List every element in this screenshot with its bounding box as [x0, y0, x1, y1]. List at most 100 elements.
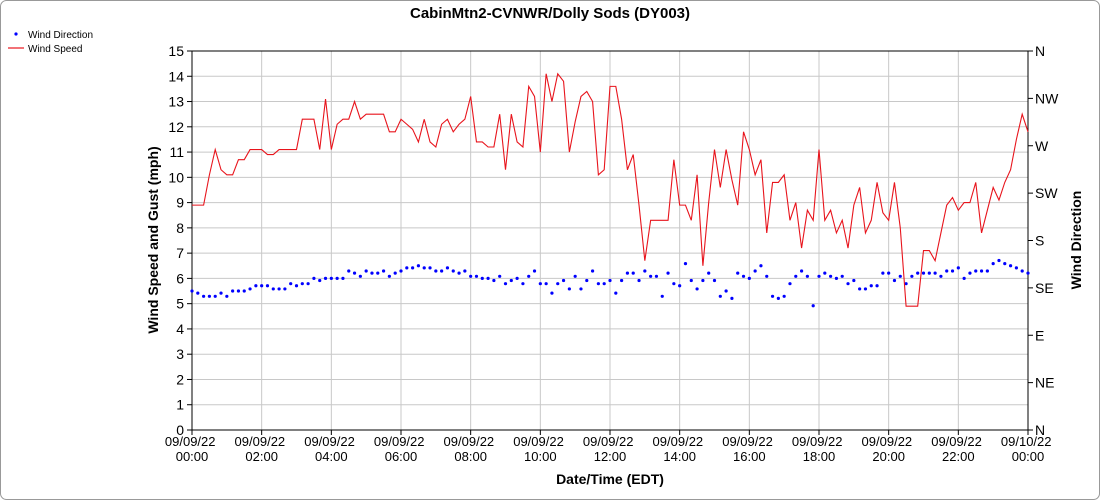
x-tick-label-date: 09/09/22 — [792, 434, 846, 449]
direction-point — [306, 282, 310, 286]
direction-point — [585, 278, 589, 283]
direction-point — [567, 287, 571, 291]
direction-point — [190, 289, 194, 293]
x-tick-label-date: 09/09/22 — [653, 434, 707, 449]
direction-point — [1014, 266, 1018, 270]
direction-point — [596, 282, 600, 286]
direction-point — [300, 282, 304, 286]
direction-point — [434, 269, 438, 273]
x-tick-label: 09/09/22 20:00 — [862, 434, 916, 464]
direction-point — [712, 278, 717, 283]
x-tick-label-date: 09/09/22 — [165, 434, 219, 449]
direction-point — [829, 274, 833, 278]
plot-frame — [191, 50, 1029, 431]
direction-point — [614, 291, 618, 295]
x-tick-label: 09/09/22 04:00 — [304, 434, 358, 464]
direction-point — [289, 282, 293, 286]
y2-tick-label: N — [1035, 422, 1045, 438]
direction-point — [457, 271, 461, 275]
direction-point — [631, 271, 635, 275]
direction-point — [341, 276, 345, 280]
direction-point — [521, 282, 525, 286]
direction-point — [486, 276, 490, 280]
direction-point — [945, 269, 949, 273]
direction-point — [654, 274, 659, 278]
direction-point — [985, 269, 989, 273]
direction-point — [503, 282, 508, 286]
direction-point — [463, 269, 467, 273]
direction-point — [666, 271, 670, 275]
direction-point — [318, 278, 322, 283]
legend-label: Wind Speed — [28, 44, 82, 55]
x-tick-label: 09/09/22 08:00 — [444, 434, 498, 464]
direction-point — [1020, 269, 1024, 273]
direction-point — [707, 271, 711, 275]
direction-point — [440, 269, 444, 273]
direction-point — [544, 282, 548, 286]
x-tick-label-time: 12:00 — [594, 449, 627, 464]
y-tick-label: 10 — [168, 169, 184, 185]
x-tick-label: 09/09/22 00:00 — [165, 434, 219, 464]
direction-point — [916, 271, 920, 275]
direction-point — [730, 296, 734, 301]
direction-point — [637, 278, 641, 283]
direction-point — [968, 271, 972, 275]
direction-point — [898, 274, 902, 278]
direction-point — [579, 287, 583, 291]
direction-point — [527, 274, 531, 278]
x-tick-label-date: 09/10/22 — [1001, 434, 1055, 449]
direction-point — [323, 276, 328, 280]
y2-axis-label: Wind Direction — [1068, 191, 1084, 290]
direction-point — [213, 294, 217, 298]
direction-point — [620, 278, 624, 283]
direction-point — [736, 271, 740, 275]
direction-point — [381, 269, 386, 273]
direction-point — [921, 271, 926, 275]
y2-tick-label: NW — [1035, 90, 1059, 106]
x-tick-label: 09/10/22 00:00 — [1001, 434, 1055, 464]
direction-point — [498, 274, 502, 278]
direction-point — [788, 282, 792, 286]
direction-point — [265, 284, 270, 288]
x-tick-label-time: 18:00 — [803, 449, 836, 464]
direction-point — [1003, 262, 1007, 266]
direction-point — [643, 269, 647, 273]
y-axis-label: Wind Speed and Gust (mph) — [145, 146, 161, 333]
direction-point — [875, 284, 879, 288]
direction-point — [202, 294, 206, 298]
direction-point — [794, 274, 798, 278]
direction-point — [701, 278, 705, 283]
y-tick-label: 1 — [176, 397, 184, 413]
direction-point — [811, 304, 815, 308]
direction-point — [573, 274, 577, 278]
y-tick-label: 6 — [176, 270, 184, 286]
direction-point — [991, 262, 995, 266]
direction-point — [590, 269, 595, 273]
x-tick-label-date: 09/09/22 — [862, 434, 916, 449]
direction-point — [387, 274, 391, 278]
y2-tick-label: W — [1035, 138, 1049, 154]
direction-point — [660, 294, 664, 298]
x-tick-label-time: 20:00 — [872, 449, 905, 464]
x-tick-label-time: 16:00 — [733, 449, 766, 464]
direction-point — [242, 289, 246, 293]
direction-point — [799, 269, 804, 273]
direction-point — [805, 274, 809, 278]
direction-point — [962, 276, 966, 280]
direction-point — [352, 271, 357, 275]
direction-point — [399, 269, 403, 273]
direction-point — [759, 264, 763, 268]
x-tick-label-time: 10:00 — [524, 449, 557, 464]
y2-tick-label: SW — [1035, 185, 1058, 201]
x-tick-label-time: 06:00 — [385, 449, 418, 464]
y2-tick-label: SE — [1035, 280, 1054, 296]
y-tick-label: 7 — [176, 245, 184, 261]
speed-line — [192, 72, 1029, 307]
direction-point — [1026, 271, 1030, 275]
direction-point — [817, 274, 821, 278]
x-tick-label: 09/09/22 22:00 — [931, 434, 985, 464]
direction-point — [881, 271, 885, 275]
x-tick-label: 09/09/22 18:00 — [792, 434, 846, 464]
y-tick-label: 2 — [176, 371, 184, 387]
